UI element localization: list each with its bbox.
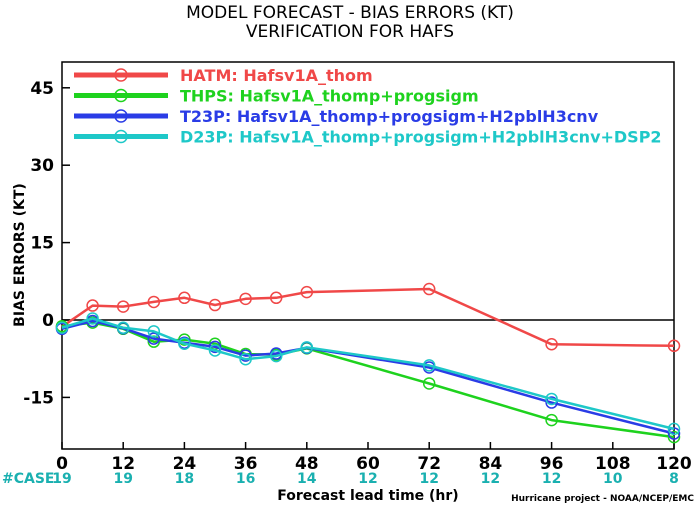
x-axis-ticks: 0 12 24 36 48 60 72 84 96 108 120 xyxy=(56,442,692,474)
case-count: 19 xyxy=(52,471,71,487)
data-point xyxy=(300,285,314,299)
x-axis-title: Forecast lead time (hr) xyxy=(277,488,458,504)
data-point xyxy=(116,321,130,334)
y-tick-label: 0 xyxy=(42,311,54,331)
data-point xyxy=(86,299,99,312)
data-point xyxy=(239,292,252,306)
data-point xyxy=(239,349,252,362)
legend: HATM: Hafsv1A_thom THPS: Hafsv1A_thomp+pr… xyxy=(74,66,662,147)
data-point xyxy=(422,282,436,296)
legend-item: HATM: Hafsv1A_thom xyxy=(74,66,373,85)
legend-label: D23P: Hafsv1A_thomp+progsigm+H2pblH3cnv+… xyxy=(180,128,662,147)
legend-swatch-marker xyxy=(114,109,128,123)
data-point xyxy=(545,413,558,427)
data-point xyxy=(178,291,191,305)
credit-text: Hurricane project - NOAA/NCEP/EMC xyxy=(511,494,694,504)
x-tick-label: 48 xyxy=(295,454,319,474)
legend-label: HATM: Hafsv1A_thom xyxy=(180,66,373,85)
x-tick-label: 84 xyxy=(479,454,503,474)
data-point xyxy=(545,396,558,409)
legend-item: THPS: Hafsv1A_thomp+progsigm xyxy=(74,87,479,106)
data-point xyxy=(239,352,252,366)
x-tick-label: 0 xyxy=(56,454,68,474)
case-count: 12 xyxy=(358,471,377,487)
y-axis-ticks: -15 0 15 30 45 xyxy=(23,79,70,408)
data-point xyxy=(300,341,314,354)
legend-label: T23P: Hafsv1A_thomp+progsigm+H2pblH3cnv xyxy=(180,107,599,126)
data-point xyxy=(667,422,681,436)
data-point xyxy=(422,359,436,372)
legend-item: D23P: Hafsv1A_thomp+progsigm+H2pblH3cnv+… xyxy=(74,128,662,147)
case-row-label: #CASE xyxy=(2,471,55,487)
case-count: 14 xyxy=(297,471,317,487)
case-count: 18 xyxy=(175,471,194,487)
data-point xyxy=(147,295,161,309)
case-count: 12 xyxy=(542,471,561,487)
x-tick-label: 60 xyxy=(356,454,380,474)
legend-item: T23P: Hafsv1A_thomp+progsigm+H2pblH3cnv xyxy=(74,107,599,126)
chart-subtitle: VERIFICATION FOR HAFS xyxy=(246,22,454,42)
data-point xyxy=(208,340,222,354)
y-axis-title: BIAS ERRORS (KT) xyxy=(12,183,28,327)
data-point xyxy=(545,392,558,406)
series-2 xyxy=(55,314,681,440)
x-tick-label: 12 xyxy=(111,454,135,474)
data-point xyxy=(208,344,222,357)
x-tick-label: 24 xyxy=(173,454,197,474)
legend-swatch-marker xyxy=(114,68,128,82)
y-tick-label: 45 xyxy=(30,79,54,99)
data-point xyxy=(422,377,436,390)
data-point xyxy=(147,325,161,338)
y-tick-label: -15 xyxy=(23,388,54,408)
series-line xyxy=(61,317,675,431)
x-tick-label: 72 xyxy=(417,454,441,474)
data-point xyxy=(55,321,69,334)
data-point xyxy=(178,333,191,346)
data-point xyxy=(269,291,283,305)
x-tick-label: 120 xyxy=(656,454,692,474)
x-tick-label: 36 xyxy=(234,454,258,474)
data-point xyxy=(147,332,161,345)
data-point xyxy=(545,338,558,351)
case-count: 10 xyxy=(603,471,623,487)
series-layer xyxy=(55,282,681,444)
x-tick-label: 96 xyxy=(540,454,564,474)
case-count: 12 xyxy=(481,471,500,487)
y-tick-label: 30 xyxy=(30,156,54,176)
data-point xyxy=(208,298,222,312)
legend-swatch-marker xyxy=(114,88,128,103)
chart-title: MODEL FORECAST - BIAS ERRORS (KT) xyxy=(186,3,514,23)
case-count: 19 xyxy=(113,471,132,487)
data-point xyxy=(86,312,99,325)
case-count: 12 xyxy=(419,471,438,487)
case-count: 16 xyxy=(236,471,255,487)
case-count: 8 xyxy=(669,471,679,487)
series-line xyxy=(61,319,675,435)
series-3 xyxy=(55,312,681,436)
data-point xyxy=(667,339,681,353)
legend-swatch-marker xyxy=(114,129,128,144)
data-point xyxy=(667,430,681,444)
data-point xyxy=(116,300,130,313)
legend-label: THPS: Hafsv1A_thomp+progsigm xyxy=(180,87,479,106)
y-tick-label: 15 xyxy=(30,234,54,254)
x-tick-label: 108 xyxy=(595,454,631,474)
data-point xyxy=(178,337,191,350)
data-point xyxy=(269,349,283,363)
